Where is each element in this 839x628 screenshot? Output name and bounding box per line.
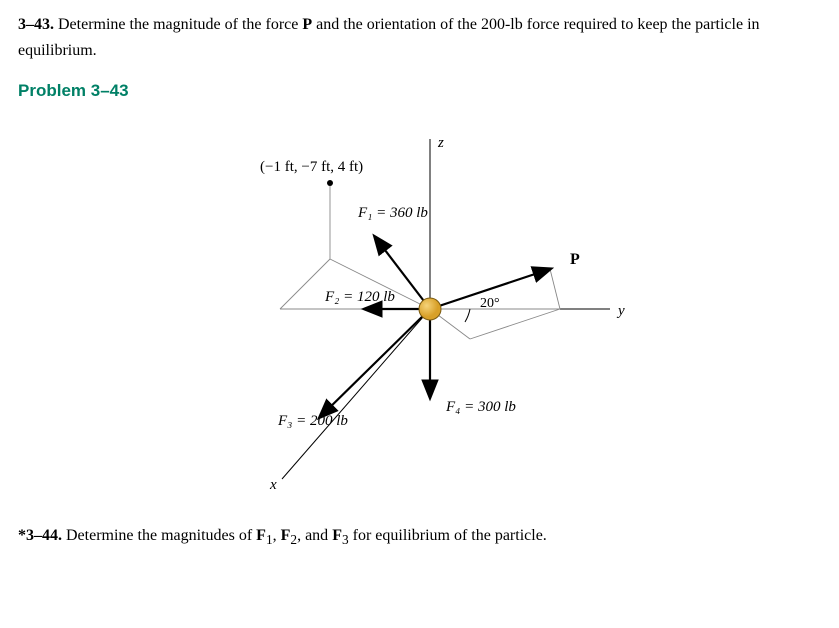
svg-text:F₁ = 360 lb: F₁ = 360 lb — [357, 205, 428, 221]
f3-sub: 3 — [342, 532, 349, 547]
sep2: , and — [297, 527, 332, 544]
svg-text:F₄ = 300 lb: F₄ = 300 lb — [445, 399, 516, 415]
svg-text:(−1 ft, −7 ft, 4 ft): (−1 ft, −7 ft, 4 ft) — [260, 159, 363, 175]
svg-text:y: y — [616, 303, 625, 319]
f1-sub: 1 — [266, 532, 273, 547]
svg-text:20°: 20° — [480, 296, 500, 311]
svg-text:F₂ = 120 lb: F₂ = 120 lb — [324, 289, 395, 305]
svg-text:F₃ = 200 lb: F₃ = 200 lb — [277, 413, 348, 429]
figure-container: z y x 20° F₁ = 360 lb F₂ = 120 lb F₃ = 200 lb F… — [18, 109, 821, 509]
next-problem-statement: *3–44. Determine the magnitudes of F1, F… — [18, 523, 821, 551]
f1-sym: F — [256, 527, 266, 544]
f3-sym: F — [332, 527, 342, 544]
svg-text:x: x — [269, 477, 277, 493]
problem-label: Problem 3–43 — [18, 81, 821, 101]
problem-number: 3–43. — [18, 16, 54, 33]
f2-sym: F — [281, 527, 291, 544]
svg-text:z: z — [437, 135, 444, 151]
problem-text-1: Determine the magnitude of the force — [54, 16, 302, 33]
svg-text:P: P — [570, 251, 580, 268]
problem-statement: 3–43. Determine the magnitude of the for… — [18, 12, 821, 63]
sep1: , — [273, 527, 281, 544]
next-problem-number: *3–44. — [18, 527, 62, 544]
next-text-2: for equilibrium of the particle. — [349, 527, 547, 544]
problem-label-text: Problem 3–43 — [18, 81, 129, 100]
next-text-1: Determine the magnitudes of — [62, 527, 256, 544]
force-diagram: z y x 20° F₁ = 360 lb F₂ = 120 lb F₃ = 200 lb F… — [160, 109, 680, 509]
force-p-symbol: P — [302, 16, 312, 33]
